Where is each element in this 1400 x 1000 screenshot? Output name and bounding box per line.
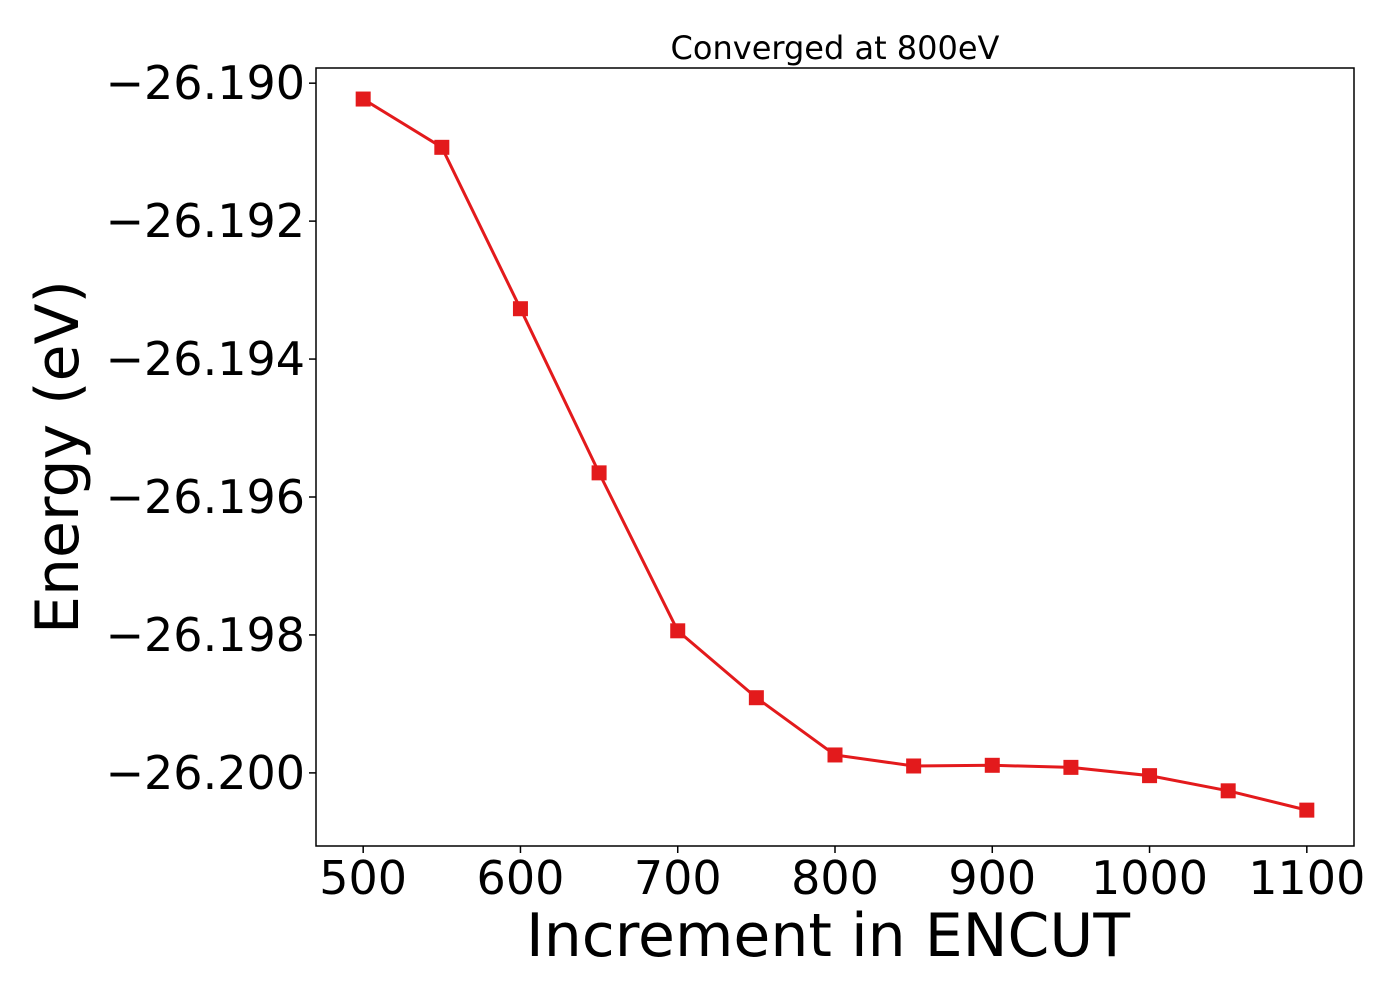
data-point-550 — [434, 139, 450, 155]
y-tick-label: −26.200 — [106, 746, 306, 800]
y-axis-label: Energy (eV) — [23, 280, 93, 634]
x-tick-label: 500 — [319, 851, 407, 905]
y-tick-label: −26.194 — [106, 332, 306, 386]
x-tick-label: 600 — [477, 851, 565, 905]
plot-area — [355, 91, 1315, 818]
data-point-1050 — [1220, 783, 1236, 799]
x-tick-label: 700 — [634, 851, 722, 905]
data-point-800 — [827, 747, 843, 763]
chart-title: Converged at 800eV — [671, 29, 1000, 67]
data-point-600 — [512, 301, 528, 317]
x-axis: 500 600 700 800 900 1000 1100 — [319, 846, 1365, 905]
series-line — [362, 97, 1308, 812]
x-axis-label: Increment in ENCUT — [526, 901, 1130, 971]
x-tick-label: 1000 — [1091, 851, 1208, 905]
data-point-750 — [748, 690, 764, 706]
x-tick-label: 900 — [948, 851, 1036, 905]
y-tick-label: −26.198 — [106, 608, 306, 662]
y-tick-label: −26.190 — [106, 56, 306, 110]
data-point-1100 — [1299, 802, 1315, 818]
data-point-950 — [1063, 759, 1079, 775]
y-tick-label: −26.192 — [106, 194, 306, 248]
data-point-700 — [670, 623, 686, 639]
x-tick-label: 1100 — [1248, 851, 1365, 905]
data-point-900 — [984, 757, 1000, 773]
y-tick-label: −26.196 — [106, 470, 306, 524]
data-point-850 — [906, 758, 922, 774]
plot-frame — [315, 67, 1355, 847]
data-point-500 — [355, 91, 371, 107]
y-axis: −26.190 −26.192 −26.194 −26.196 −26.198 −26.2… — [106, 56, 316, 800]
data-point-650 — [591, 465, 607, 481]
data-point-1000 — [1142, 768, 1158, 784]
x-tick-label: 800 — [791, 851, 879, 905]
